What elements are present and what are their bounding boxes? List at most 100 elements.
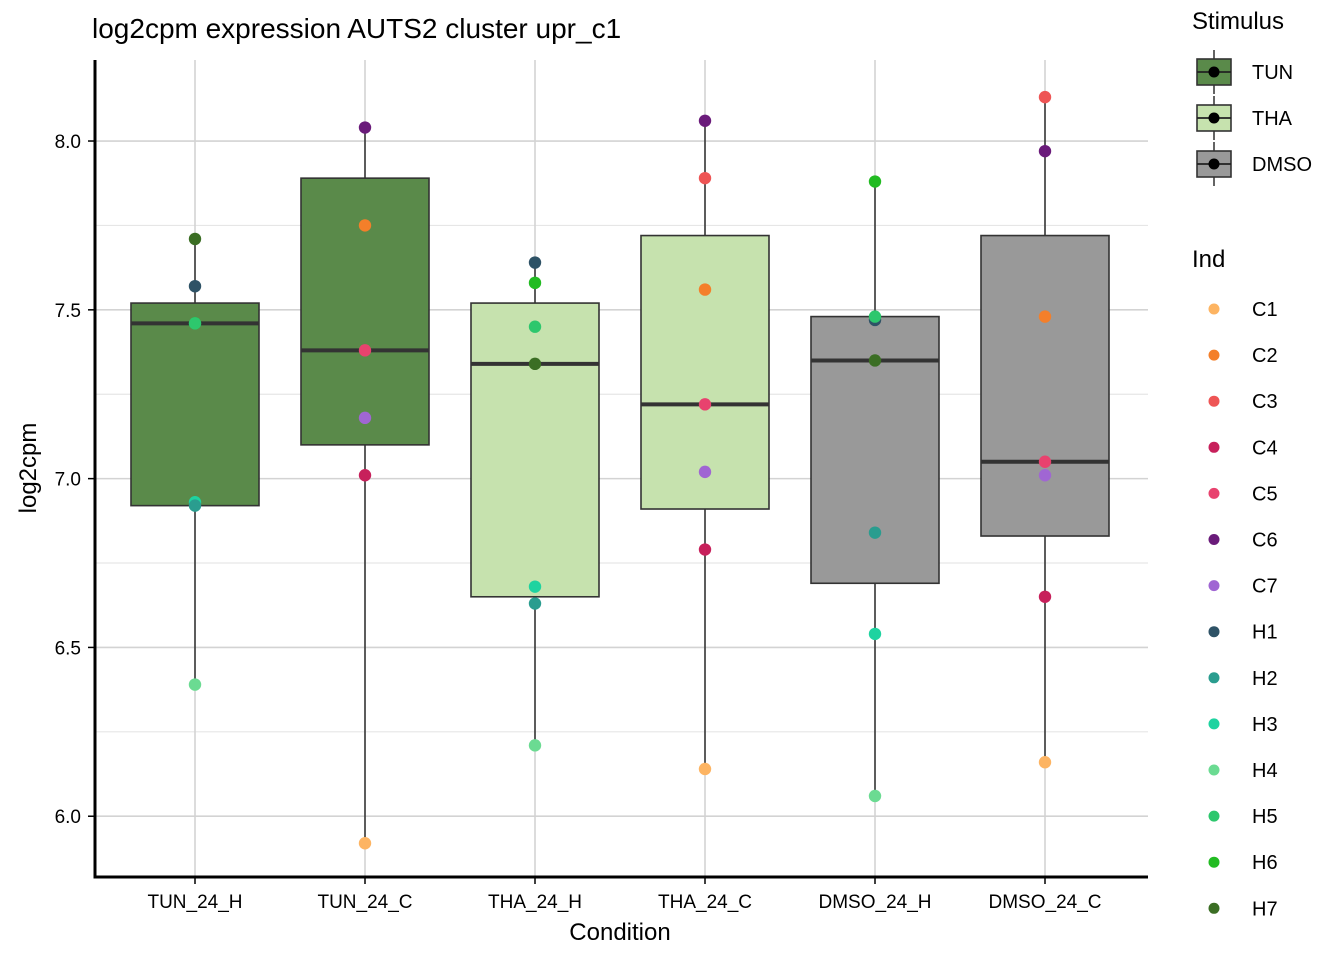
data-point-THA_24_H-H2 xyxy=(528,597,542,610)
legend-ind-item: C7 xyxy=(1208,576,1278,598)
x-tick-label: TUN_24_H xyxy=(147,892,242,913)
data-point-DMSO_24_H-H6 xyxy=(868,175,882,188)
y-tick-label: 6.0 xyxy=(55,807,81,828)
data-point-TUN_24_C-C2 xyxy=(358,219,372,232)
box-TUN_24_C xyxy=(300,127,430,844)
data-point-TUN_24_H-H7 xyxy=(188,232,202,246)
data-point-TUN_24_C-C1 xyxy=(358,837,372,850)
data-point-THA_24_C-C4 xyxy=(698,543,712,556)
x-tick-label: DMSO_24_C xyxy=(989,892,1102,913)
legend-ind-item: C5 xyxy=(1208,483,1278,505)
legend-ind-label: C6 xyxy=(1252,530,1278,552)
legend-ind-dot xyxy=(1208,349,1220,361)
legend-ind-item: C3 xyxy=(1208,391,1278,413)
legend-ind-label: C7 xyxy=(1252,576,1278,598)
data-point-TUN_24_H-H5 xyxy=(188,317,202,330)
legend-ind-dot xyxy=(1208,856,1220,868)
legend-ind-label: H7 xyxy=(1252,898,1278,920)
box-body xyxy=(300,177,430,446)
legend-ind-label: C1 xyxy=(1252,299,1278,321)
legend-ind-dot xyxy=(1208,810,1220,822)
legend-ind-label: H5 xyxy=(1252,806,1278,828)
boxes xyxy=(130,97,1110,844)
legend-ind-item: C1 xyxy=(1208,299,1278,321)
legend-ind-label: H3 xyxy=(1252,714,1278,736)
legend-ind-item: C6 xyxy=(1208,530,1278,552)
data-point-THA_24_C-C6 xyxy=(698,114,712,127)
legend-point xyxy=(1208,158,1220,170)
data-point-DMSO_24_H-H2 xyxy=(868,526,882,539)
legend-ind-label: H1 xyxy=(1252,622,1278,644)
data-point-THA_24_H-H5 xyxy=(528,320,542,333)
x-tick-label: THA_24_H xyxy=(488,892,582,913)
legend-ind-dot xyxy=(1208,672,1220,684)
data-point-DMSO_24_C-C1 xyxy=(1038,756,1052,769)
legend-ind-dot xyxy=(1208,395,1220,407)
legend-ind-label: H2 xyxy=(1252,668,1278,690)
legend-ind-item: H2 xyxy=(1208,668,1278,690)
data-point-DMSO_24_C-C2 xyxy=(1038,310,1052,323)
legend-ind-dot xyxy=(1208,626,1220,638)
data-point-THA_24_C-C7 xyxy=(698,465,712,479)
legend-stimulus-title: Stimulus xyxy=(1192,8,1284,35)
legend-ind-label: C2 xyxy=(1252,345,1278,367)
legend-stimulus-label: THA xyxy=(1252,108,1293,130)
data-point-TUN_24_H-H2 xyxy=(188,499,202,512)
box-body xyxy=(640,234,770,510)
legend-stimulus-label: DMSO xyxy=(1252,154,1312,176)
legend-ind-dot xyxy=(1208,718,1220,730)
data-point-DMSO_24_C-C3 xyxy=(1038,90,1052,104)
box-body xyxy=(470,302,600,598)
data-point-THA_24_H-H7 xyxy=(528,357,542,371)
box-body xyxy=(980,234,1110,537)
data-point-THA_24_C-C5 xyxy=(698,398,712,411)
x-axis-label: Condition xyxy=(569,919,670,946)
data-point-THA_24_H-H6 xyxy=(528,276,542,290)
data-point-THA_24_H-H4 xyxy=(528,739,542,752)
x-tick-label: THA_24_C xyxy=(658,892,752,913)
data-point-THA_24_H-H1 xyxy=(528,256,542,269)
legend-ind-item: H4 xyxy=(1208,760,1278,782)
x-tick-label: TUN_24_C xyxy=(317,892,412,913)
data-point-DMSO_24_H-H4 xyxy=(868,789,882,803)
legend-ind-item: H3 xyxy=(1208,714,1278,736)
legend-ind-dot xyxy=(1208,902,1220,914)
legend-ind-item: C4 xyxy=(1208,437,1278,459)
data-point-TUN_24_C-C5 xyxy=(358,344,372,357)
legend-ind-label: C4 xyxy=(1252,437,1278,459)
legend-stimulus-label: TUN xyxy=(1252,62,1293,84)
chart-title: log2cpm expression AUTS2 cluster upr_c1 xyxy=(92,13,621,44)
data-point-DMSO_24_C-C6 xyxy=(1038,144,1052,158)
y-tick-label: 8.0 xyxy=(55,132,81,153)
legend-point xyxy=(1208,66,1220,78)
legend-stimulus-item: DMSO xyxy=(1196,142,1312,186)
legend-ind-item: H6 xyxy=(1208,852,1278,874)
y-tick-label: 6.5 xyxy=(55,638,81,659)
box-TUN_24_H xyxy=(130,238,260,685)
legend-ind-item: H5 xyxy=(1208,806,1278,828)
data-point-THA_24_C-C1 xyxy=(698,762,712,776)
legend-ind-label: H6 xyxy=(1252,852,1278,874)
box-DMSO_24_C xyxy=(980,97,1110,763)
x-tick-label: DMSO_24_H xyxy=(819,892,932,913)
y-tick-label: 7.0 xyxy=(55,470,81,491)
data-point-TUN_24_C-C7 xyxy=(358,411,372,425)
legend-ind: Ind C1 C2 C3 C4 C5 C6 C7 H1 H2 H3 H4 H5 H6 H7 xyxy=(1192,246,1278,920)
box-body xyxy=(130,302,260,507)
legend-ind-label: C5 xyxy=(1252,483,1278,505)
axes: 6.0 6.5 7.0 7.5 8.0 TUN_24_H TUN_24_C THA_24_H T… xyxy=(55,60,1148,913)
data-point-DMSO_24_H-H5 xyxy=(868,310,882,323)
legend-ind-dot xyxy=(1208,487,1220,499)
legend-ind-label: C3 xyxy=(1252,391,1278,413)
box-THA_24_C xyxy=(640,120,770,769)
y-tick-label: 7.5 xyxy=(55,301,81,322)
legend-ind-item: H7 xyxy=(1208,898,1278,920)
legend-ind-title: Ind xyxy=(1192,246,1225,273)
legend-ind-item: C2 xyxy=(1208,345,1278,367)
data-point-DMSO_24_H-H3 xyxy=(868,627,882,641)
data-point-THA_24_H-H3 xyxy=(528,580,542,593)
legend-ind-item: H1 xyxy=(1208,622,1278,644)
data-point-DMSO_24_C-C4 xyxy=(1038,590,1052,603)
data-point-THA_24_C-C3 xyxy=(698,171,712,185)
legend-point xyxy=(1208,112,1220,124)
